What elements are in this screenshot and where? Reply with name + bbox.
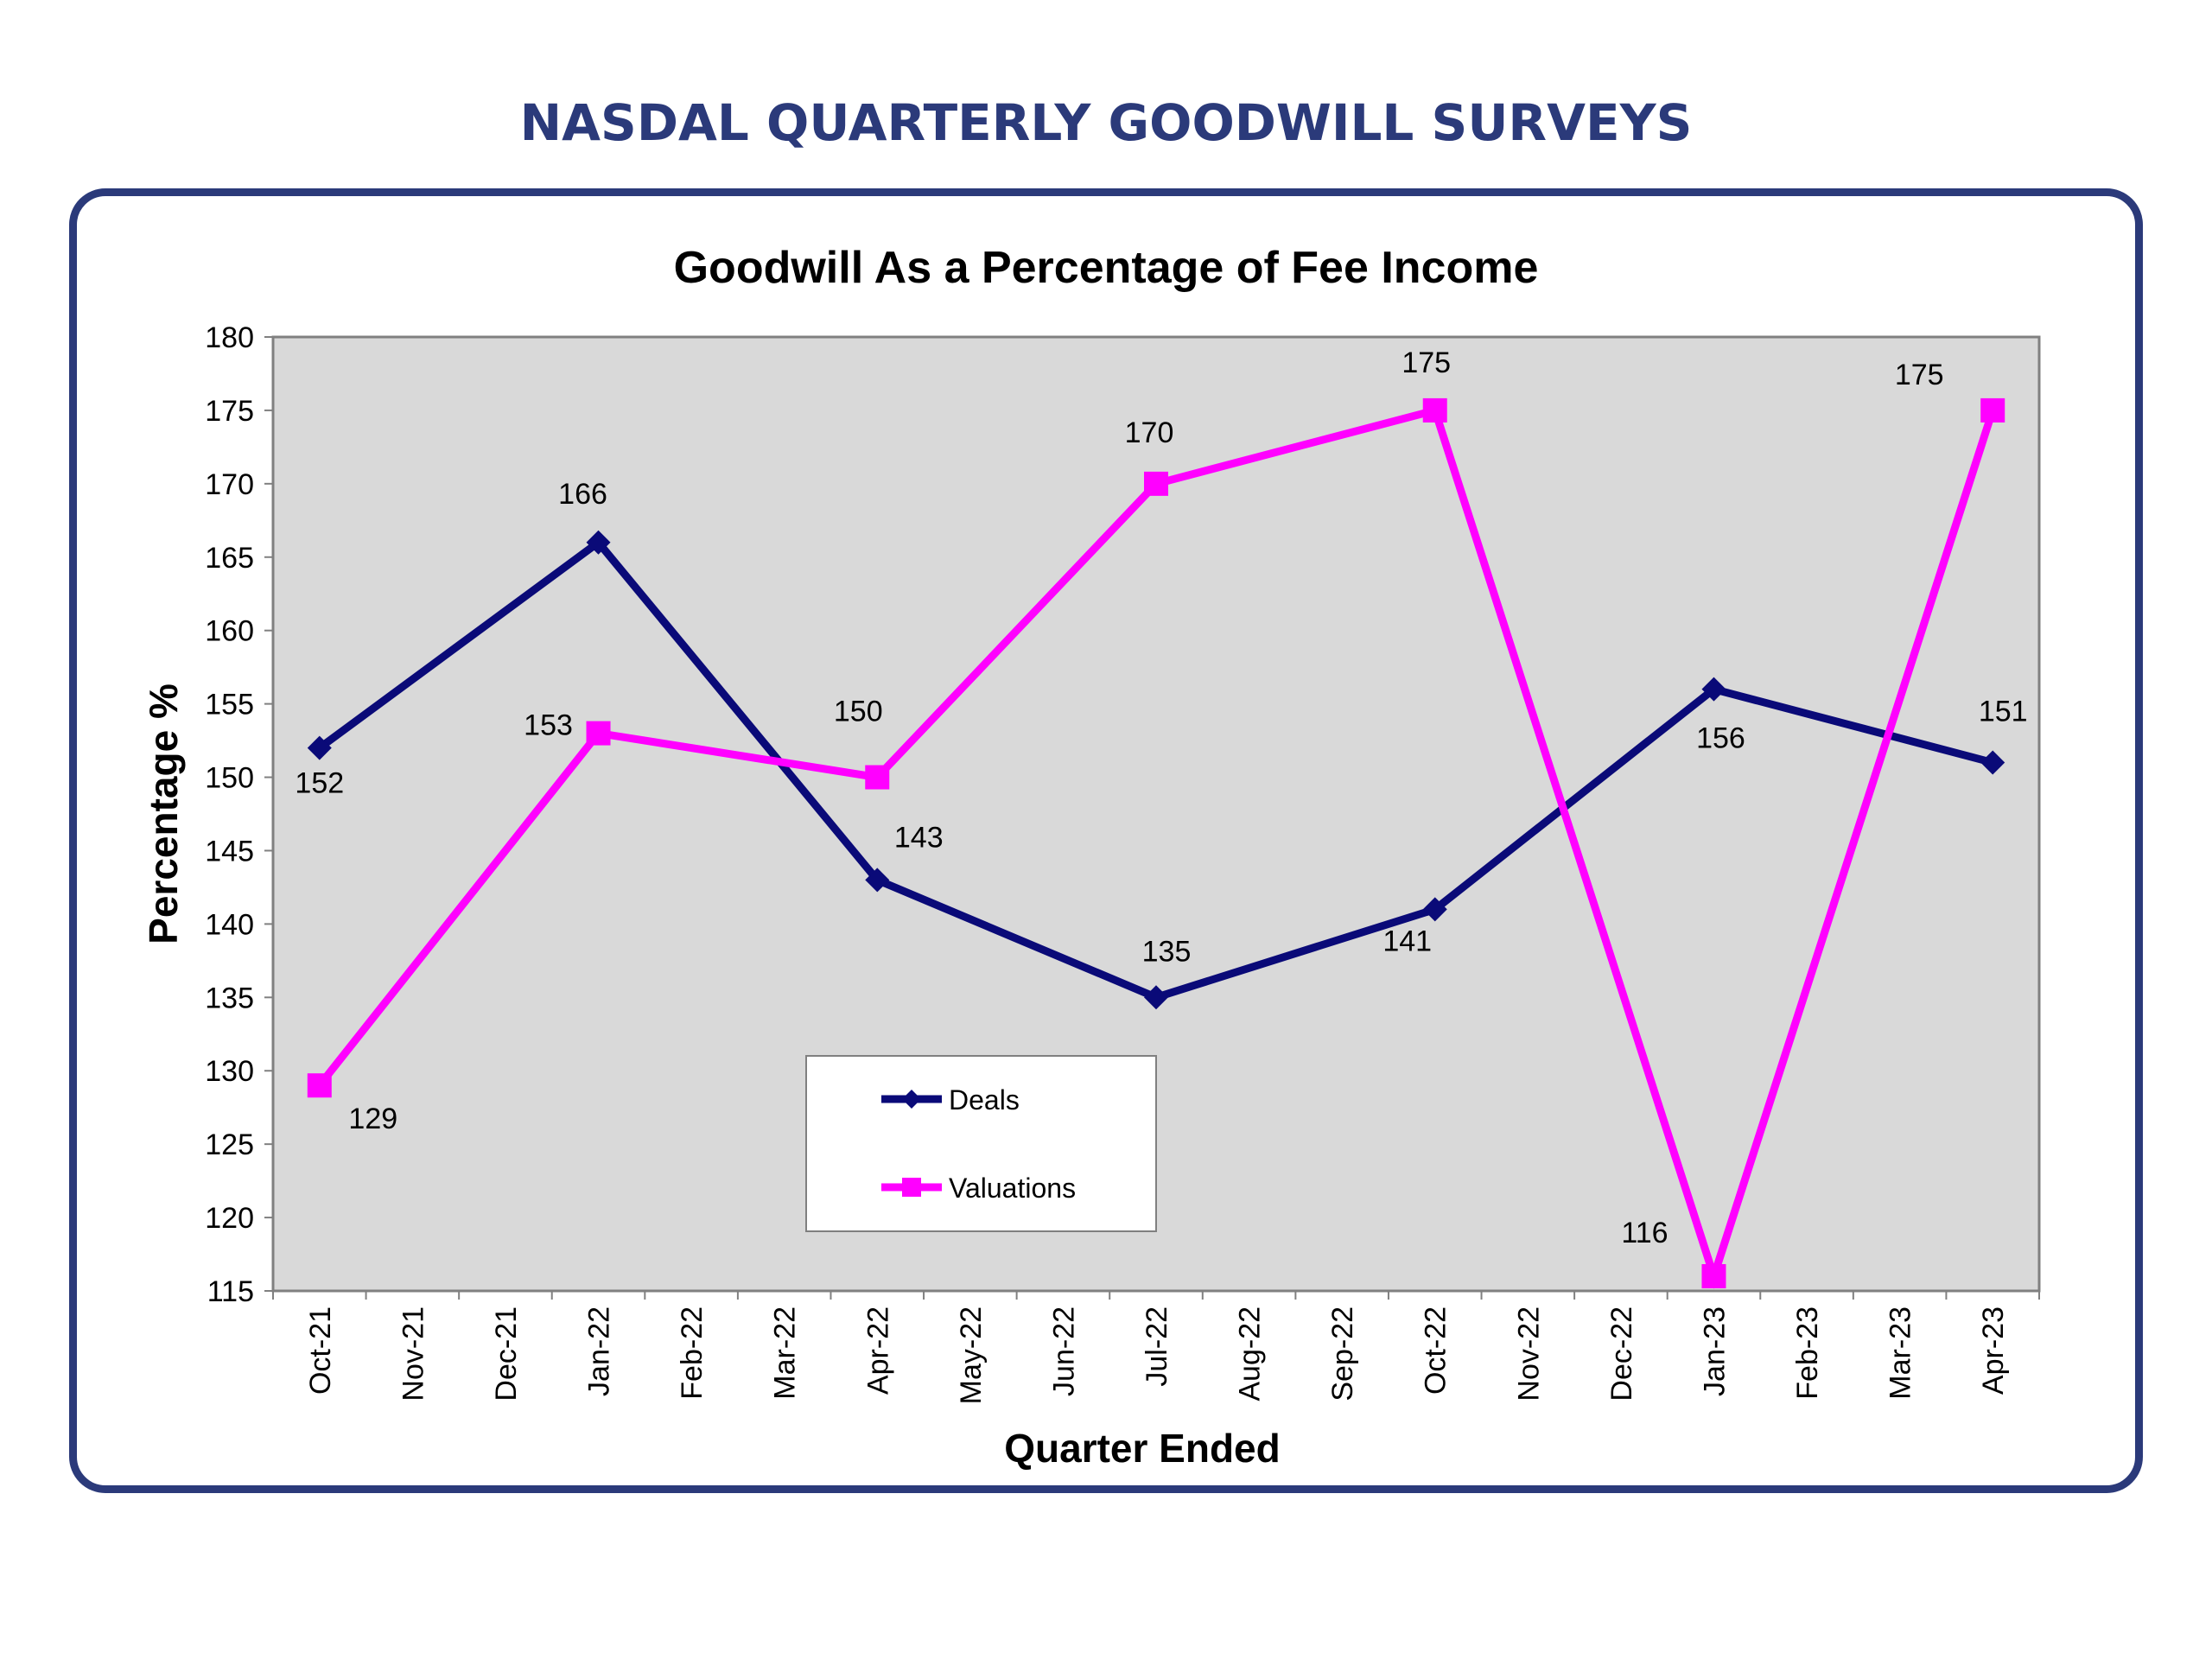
deals-point [586, 530, 611, 555]
series-valuations: 129 153 150 170 175 116 175 [307, 346, 2005, 1289]
deals-point [307, 735, 332, 760]
data-label: 153 [524, 709, 573, 742]
y-tick-label: 170 [205, 468, 254, 501]
x-tick-label: Apr-23 [1977, 1306, 2010, 1395]
data-label: 141 [1382, 925, 1432, 957]
x-tick-label: Jan-22 [583, 1306, 616, 1396]
data-label: 150 [834, 696, 883, 728]
legend-box [805, 1055, 1157, 1232]
y-tick-label: 145 [205, 835, 254, 868]
y-tick-label: 180 [205, 321, 254, 354]
x-tick-label: Feb-22 [676, 1306, 709, 1400]
x-tick-label: Nov-21 [397, 1306, 429, 1402]
y-tick-label: 130 [205, 1055, 254, 1088]
valuations-point [1701, 1264, 1726, 1289]
x-tick-label: Apr-22 [861, 1306, 894, 1395]
x-tick-label: Oct-21 [304, 1306, 337, 1395]
x-tick-label: Mar-23 [1885, 1306, 1917, 1400]
data-label: 175 [1895, 359, 1944, 391]
valuations-point [307, 1073, 332, 1098]
y-tick-label: 150 [205, 762, 254, 795]
data-label: 152 [295, 767, 344, 800]
x-tick-label: Mar-22 [769, 1306, 802, 1400]
x-axis-label: Quarter Ended [1004, 1426, 1281, 1471]
chart-title: Goodwill As a Percentage of Fee Income [674, 243, 1539, 293]
deals-point [865, 868, 890, 893]
x-tick-label: Dec-22 [1605, 1306, 1638, 1402]
y-tick-label: 140 [205, 908, 254, 941]
data-label: 151 [1979, 696, 2028, 728]
data-label: 143 [894, 821, 944, 854]
legend: Deals Valuations [805, 1055, 1157, 1232]
data-label: 156 [1696, 722, 1745, 755]
y-tick-label: 155 [205, 689, 254, 721]
data-label: 129 [348, 1103, 397, 1135]
x-tick-label: Dec-21 [490, 1306, 523, 1402]
y-axis: 115 120 125 130 135 140 145 150 155 160 165 170 175 1… [205, 321, 273, 1308]
x-tick-label: Jun-22 [1047, 1306, 1080, 1396]
deals-point [1144, 985, 1168, 1010]
y-tick-label: 165 [205, 542, 254, 575]
y-tick-label: 160 [205, 615, 254, 648]
deals-point [1980, 750, 2005, 775]
data-label: 116 [1621, 1217, 1668, 1249]
x-tick-label: Sep-22 [1326, 1306, 1359, 1402]
legend-label: Deals [949, 1084, 1020, 1116]
x-tick-label: May-22 [955, 1306, 988, 1404]
data-label: 170 [1125, 416, 1174, 449]
valuations-point [1422, 397, 1447, 423]
x-tick-label: Jan-23 [1698, 1306, 1731, 1396]
legend-marker [902, 1090, 921, 1109]
legend-label: Valuations [949, 1173, 1076, 1204]
data-label: 175 [1402, 346, 1451, 379]
x-tick-label: Nov-22 [1512, 1306, 1545, 1402]
valuations-point [865, 765, 890, 790]
x-tick-label: Feb-23 [1791, 1306, 1824, 1400]
x-tick-label: Oct-22 [1420, 1306, 1452, 1395]
valuations-point [586, 721, 611, 746]
page-title: NASDAL QUARTERLY GOODWILL SURVEYS [519, 93, 1693, 152]
y-tick-label: 135 [205, 982, 254, 1014]
y-axis-label: Percentage % [141, 683, 186, 944]
data-label: 135 [1142, 935, 1192, 968]
x-tick-label: Jul-22 [1141, 1306, 1173, 1387]
y-tick-label: 125 [205, 1128, 254, 1161]
valuations-point [1980, 397, 2005, 423]
y-tick-label: 115 [207, 1275, 254, 1308]
y-tick-label: 120 [205, 1202, 254, 1235]
series-deals: 152 166 143 135 141 156 151 [295, 478, 2028, 1010]
valuations-point [1144, 471, 1168, 496]
deals-point [1701, 677, 1726, 702]
y-tick-label: 175 [205, 395, 254, 428]
data-label: 166 [558, 478, 607, 511]
x-axis: Oct-21 Nov-21 Dec-21 Jan-22 Feb-22 Mar-22 Apr-… [272, 1291, 2040, 1404]
deals-point [1422, 897, 1447, 922]
legend-marker [902, 1178, 921, 1197]
x-tick-label: Aug-22 [1234, 1306, 1267, 1402]
